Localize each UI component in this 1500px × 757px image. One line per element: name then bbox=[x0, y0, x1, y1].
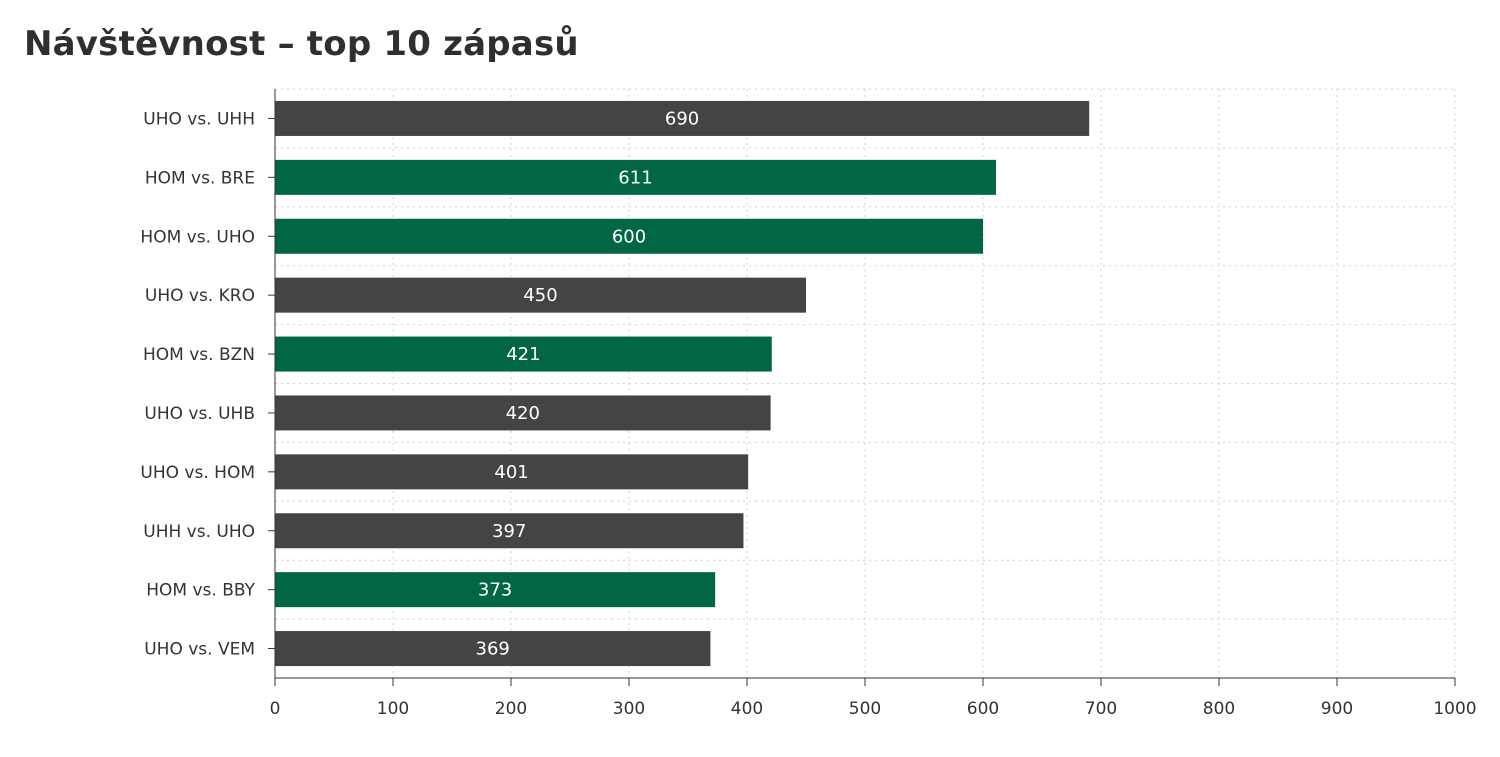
y-tick-label: HOM vs. BRE bbox=[145, 168, 255, 188]
bar bbox=[275, 159, 996, 195]
y-tick-label: UHO vs. UHH bbox=[143, 109, 255, 129]
x-tick-label: 400 bbox=[731, 699, 763, 719]
data-label: 690 bbox=[665, 108, 699, 129]
y-tick-label: UHO vs. KRO bbox=[145, 286, 255, 306]
y-tick-label: HOM vs. BBY bbox=[146, 581, 255, 601]
bar bbox=[275, 100, 1090, 136]
bar-layer bbox=[275, 100, 1090, 667]
bar bbox=[275, 277, 806, 313]
data-label: 369 bbox=[476, 639, 510, 660]
bar bbox=[275, 218, 983, 254]
x-tick-label: 100 bbox=[377, 699, 409, 719]
data-label: 421 bbox=[506, 344, 540, 365]
bar bbox=[275, 395, 771, 431]
x-tick-label: 0 bbox=[270, 699, 281, 719]
y-tick-label: UHO vs. UHB bbox=[144, 404, 255, 424]
x-tick-label: 200 bbox=[495, 699, 527, 719]
data-label: 420 bbox=[506, 403, 540, 424]
axis-layer: UHO vs. UHH HOM vs. BRE HOM vs. UHO UHO vs.… bbox=[140, 89, 1477, 719]
x-tick-label: 600 bbox=[967, 699, 999, 719]
data-label: 373 bbox=[478, 580, 512, 601]
y-tick-label: HOM vs. BZN bbox=[143, 345, 255, 365]
grid-layer bbox=[275, 88, 1456, 678]
y-tick-label: UHH vs. UHO bbox=[143, 522, 255, 542]
x-tick-label: 1000 bbox=[1433, 699, 1476, 719]
bar bbox=[275, 513, 744, 549]
data-label: 611 bbox=[618, 167, 652, 188]
chart-title: Návštěvnost – top 10 zápasů bbox=[24, 24, 579, 64]
data-label: 600 bbox=[612, 226, 646, 247]
data-label-layer: 690 611 600 450 421 420 401 397 373 369 bbox=[476, 108, 700, 659]
bar bbox=[275, 454, 749, 490]
x-tick-label: 700 bbox=[1085, 699, 1117, 719]
y-tick-label: HOM vs. UHO bbox=[140, 227, 255, 247]
data-label: 450 bbox=[523, 285, 557, 306]
bar bbox=[275, 631, 711, 667]
x-tick-label: 800 bbox=[1203, 699, 1235, 719]
data-label: 397 bbox=[492, 521, 526, 542]
bar bbox=[275, 572, 716, 608]
bar bbox=[275, 336, 772, 372]
y-tick-label: UHO vs. HOM bbox=[140, 463, 255, 483]
x-tick-label: 300 bbox=[613, 699, 645, 719]
y-tick-label: UHO vs. VEM bbox=[144, 640, 255, 660]
data-label: 401 bbox=[494, 462, 528, 483]
x-tick-label: 900 bbox=[1321, 699, 1353, 719]
x-tick-label: 500 bbox=[849, 699, 881, 719]
